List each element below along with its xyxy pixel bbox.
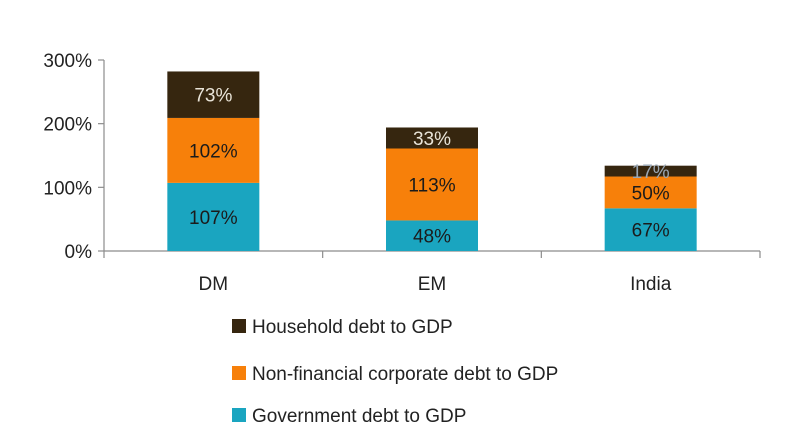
y-tick-label: 300% [43, 51, 92, 72]
data-label: 67% [632, 221, 670, 242]
data-label: 102% [189, 141, 238, 162]
bar-segment [386, 220, 478, 251]
data-labels: 107% 102% 73% 48% 113% 33% 67% 50%17% [189, 86, 670, 248]
bar-segment [167, 117, 260, 183]
data-label: 73% [194, 86, 232, 107]
data-label: 48% [413, 227, 451, 248]
data-label: 113% [408, 175, 455, 196]
x-axis: DM EM India [103, 250, 761, 295]
bar-segment [167, 182, 260, 251]
legend-label: Government debt to GDP [252, 406, 466, 427]
bar-segment [604, 165, 697, 177]
bar-segment [167, 71, 260, 118]
y-tick-label: 100% [43, 178, 92, 199]
bar-segment [604, 176, 697, 209]
data-label: 17% [632, 162, 670, 183]
bars [167, 71, 697, 251]
bar-segment [386, 148, 478, 221]
y-axis: 0% 100% 200% 300% [43, 51, 105, 263]
data-label: 33% [413, 129, 451, 150]
data-label: 107% [189, 208, 238, 229]
data-label: 50% [632, 183, 670, 204]
x-tick-label: India [630, 274, 672, 295]
legend-swatch [232, 366, 246, 380]
legend-swatch [232, 408, 246, 422]
legend: Household debt to GDP Non-financial corpo… [232, 317, 558, 427]
x-tick-label: EM [418, 274, 447, 295]
y-tick-label: 0% [65, 242, 93, 263]
legend-label: Household debt to GDP [252, 317, 453, 338]
legend-swatch [232, 319, 246, 333]
bar-segment [386, 127, 478, 149]
y-tick-label: 200% [43, 115, 92, 136]
bar-segment [604, 208, 697, 251]
legend-label: Non-financial corporate debt to GDP [252, 364, 558, 385]
x-tick-label: DM [199, 274, 229, 295]
